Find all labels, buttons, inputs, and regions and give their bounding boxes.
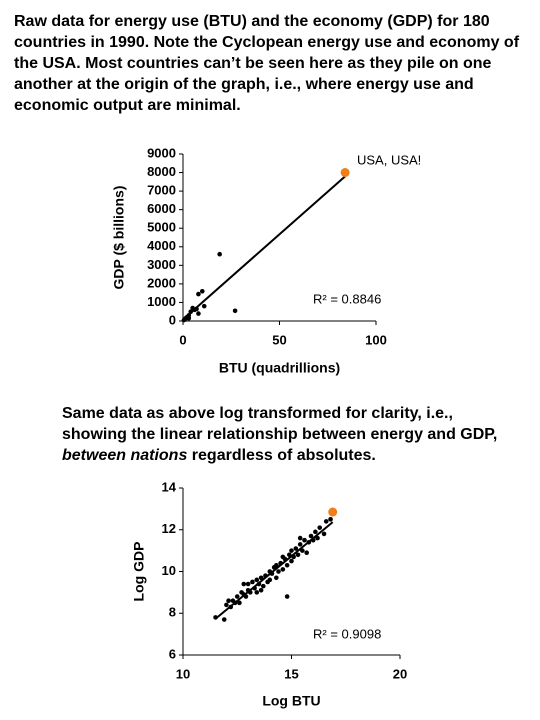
data-point: [217, 251, 222, 257]
y-tick-label: 14: [162, 479, 177, 494]
data-point: [321, 531, 327, 537]
data-point: [201, 303, 207, 309]
data-point: [293, 546, 299, 551]
data-point: [291, 554, 296, 560]
x-tick-label: 20: [393, 666, 407, 681]
data-point: [194, 306, 199, 312]
data-point: [247, 590, 253, 595]
data-point: [287, 552, 292, 558]
r-squared: R² = 0.8846: [313, 291, 381, 306]
y-tick-label: 8: [169, 605, 176, 620]
data-point: [254, 577, 260, 583]
data-point: [196, 311, 201, 316]
x-tick-label: 15: [284, 666, 298, 681]
x-axis-label: BTU (quadrillions): [219, 360, 340, 376]
trendline: [183, 175, 346, 320]
data-point: [297, 535, 303, 541]
data-point: [323, 519, 329, 524]
data-point: [200, 289, 205, 294]
data-point: [224, 602, 229, 608]
data-point: [188, 309, 194, 315]
data-point: [315, 535, 320, 541]
data-point: [234, 594, 240, 599]
highlight-point: [328, 507, 338, 517]
intro-text: Raw data for energy use (BTU) and the ec…: [14, 13, 520, 114]
data-point: [213, 615, 218, 620]
y-axis-label: Log GDP: [131, 542, 147, 602]
data-point: [267, 577, 273, 583]
data-point: [258, 575, 264, 581]
data-point: [306, 539, 312, 545]
data-point: [256, 581, 262, 587]
data-point: [196, 291, 201, 297]
data-point: [284, 594, 290, 599]
data-point: [313, 529, 318, 535]
data-point: [278, 560, 283, 566]
x-tick-label: 100: [365, 332, 387, 347]
y-tick-label: 12: [162, 521, 176, 536]
highlight-point: [340, 168, 350, 178]
y-tick-label: 3000: [147, 257, 176, 272]
data-point: [295, 552, 301, 558]
y-tick-label: 0: [169, 312, 176, 327]
x-tick-label: 10: [176, 666, 190, 681]
data-point: [186, 315, 192, 321]
data-point: [289, 558, 294, 564]
data-point: [228, 604, 234, 610]
y-tick-label: 5000: [147, 220, 176, 235]
data-point: [308, 533, 314, 539]
data-point: [297, 542, 303, 547]
data-point: [284, 562, 290, 568]
data-point: [221, 617, 227, 622]
data-point: [263, 573, 268, 578]
y-axis-label: GDP ($ billions): [111, 186, 127, 290]
r-squared: R² = 0.9098: [313, 626, 381, 641]
caption-part: regardless of absolutes.: [187, 447, 376, 464]
y-tick-label: 9000: [147, 145, 176, 160]
x-axis-label: Log BTU: [262, 693, 320, 709]
y-tick-label: 6000: [147, 201, 176, 216]
data-point: [252, 585, 257, 591]
data-point: [232, 308, 238, 314]
y-tick-label: 10: [162, 563, 176, 578]
data-point: [300, 548, 305, 553]
caption: Same data as above log transformed for c…: [62, 403, 522, 466]
data-point: [280, 554, 286, 560]
data-point: [276, 569, 281, 574]
y-tick-label: 4000: [147, 238, 176, 253]
data-point: [274, 575, 279, 581]
data-point: [241, 592, 247, 597]
data-point: [310, 537, 316, 543]
highlight-label: USA, USA!: [357, 152, 421, 167]
data-point: [304, 550, 309, 556]
data-point: [269, 571, 275, 576]
data-point: [250, 579, 255, 585]
data-point: [302, 537, 307, 543]
data-point: [226, 598, 231, 604]
y-tick-label: 2000: [147, 275, 176, 290]
data-point: [237, 600, 242, 606]
data-point: [317, 525, 323, 530]
y-tick-label: 8000: [147, 164, 176, 179]
data-point: [280, 567, 286, 572]
data-point: [245, 581, 251, 587]
data-point: [232, 600, 238, 606]
y-tick-label: 1000: [147, 294, 176, 309]
data-point: [258, 587, 264, 593]
data-point: [260, 583, 266, 589]
data-point: [328, 517, 333, 522]
trendline: [214, 521, 334, 620]
data-point: [241, 581, 247, 587]
data-point: [274, 562, 279, 568]
caption-emphasis: between nations: [62, 447, 188, 464]
data-point: [289, 548, 294, 553]
x-tick-label: 0: [179, 332, 186, 347]
caption-part: Same data as above log transformed for c…: [62, 405, 498, 443]
data-point: [254, 590, 260, 595]
y-tick-label: 6: [169, 646, 176, 661]
x-tick-label: 50: [272, 332, 286, 347]
y-tick-label: 7000: [147, 183, 176, 198]
